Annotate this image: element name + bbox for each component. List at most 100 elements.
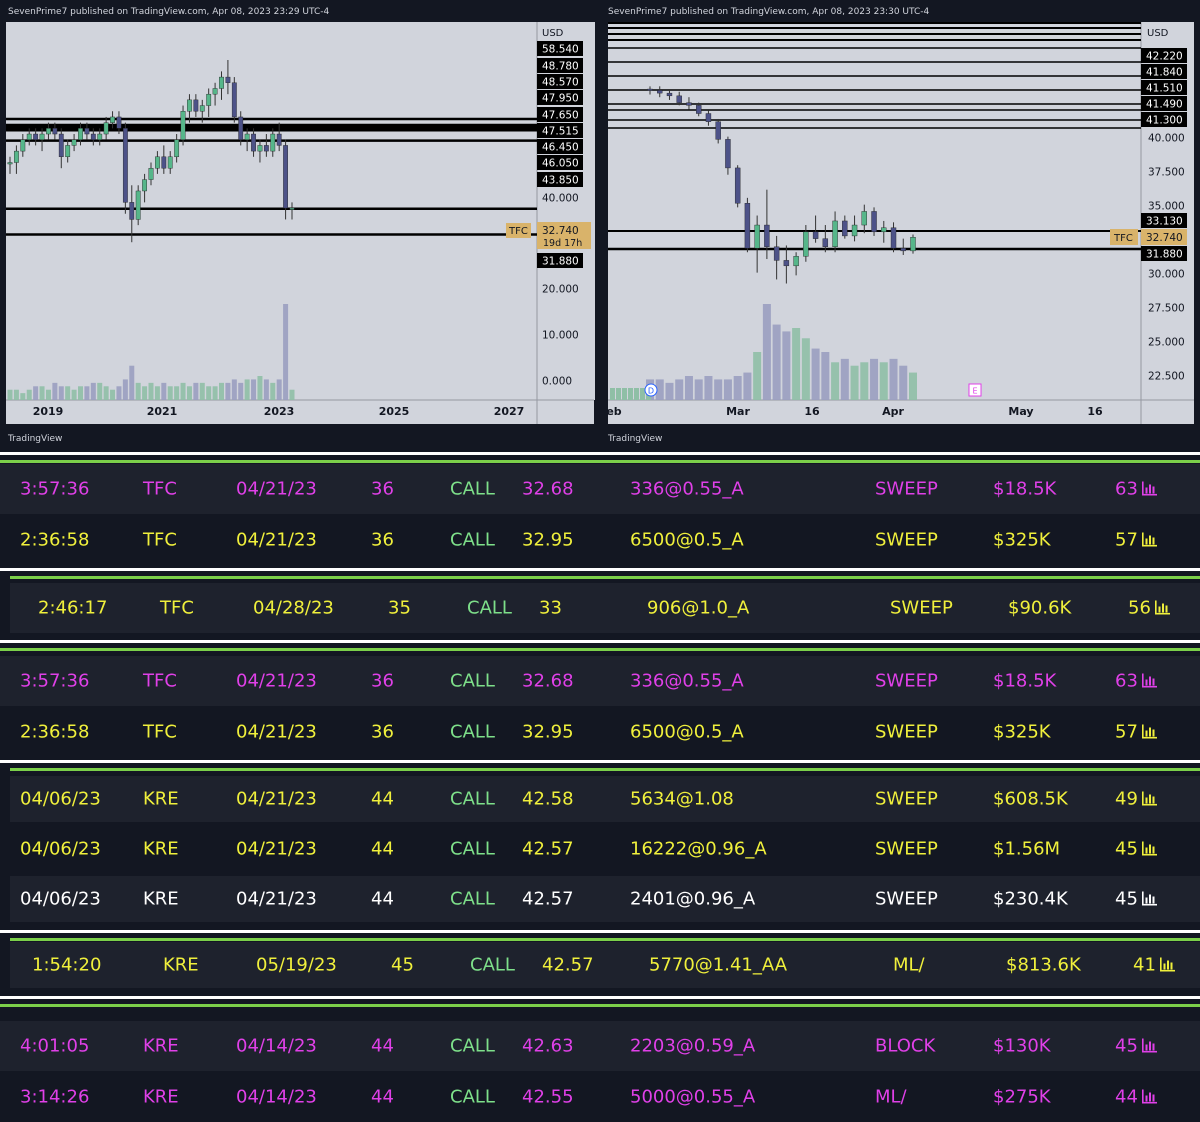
flow-row[interactable]: 1:54:20 KRE 05/19/23 45 CALL 42.57 5770@1.41_A…: [10, 942, 1200, 988]
candle-body: [142, 179, 147, 192]
flow-spot: 32.68: [522, 670, 574, 692]
candle-body: [180, 111, 186, 140]
candle-body: [65, 145, 71, 158]
candle-body: [90, 133, 96, 140]
flow-type: CALL: [450, 478, 495, 500]
candle-body: [33, 133, 39, 140]
flow-ticker: TFC: [143, 478, 177, 500]
flow-row[interactable]: 04/06/23 KRE 04/21/23 44 CALL 42.57 2401@0.96_…: [10, 876, 1200, 922]
flow-score-value: 49: [1115, 788, 1138, 810]
volume-bar: [251, 379, 257, 400]
price-label-box: [537, 139, 583, 154]
last-price-box: [1141, 229, 1187, 245]
candle-body: [71, 139, 77, 146]
candle-body: [270, 133, 276, 152]
flow-score: 56: [1128, 598, 1171, 619]
volume-bar: [610, 388, 615, 400]
flow-type: CALL: [450, 788, 495, 810]
price-label: 33.130: [1146, 216, 1183, 228]
candle-body: [7, 162, 13, 165]
candle-body: [773, 246, 780, 261]
candle-body: [803, 231, 809, 257]
symbol-tag-box: [1110, 229, 1138, 245]
price-tick-label: 30.000: [1148, 269, 1185, 281]
candle-body: [20, 139, 26, 152]
flow-row[interactable]: 3:57:36 TFC 04/21/23 36 CALL 32.68 336@0.55_A S…: [0, 656, 1200, 706]
bar-chart-icon: [1141, 891, 1157, 906]
flow-kind: SWEEP: [875, 478, 938, 500]
volume-bar: [13, 389, 19, 400]
volume-bar: [640, 388, 645, 400]
volume-bar: [90, 382, 96, 400]
flow-row[interactable]: 4:01:05 KRE 04/14/23 44 CALL 42.63 2203@0.59_A…: [0, 1021, 1200, 1071]
time-tick-label: 2023: [264, 405, 295, 418]
flow-expiry: 04/21/23: [236, 788, 317, 810]
candle-body: [97, 133, 103, 140]
flow-row[interactable]: 04/06/23 KRE 04/21/23 44 CALL 42.58 5634@1.08 S…: [10, 776, 1200, 822]
flow-row[interactable]: 2:36:58 TFC 04/21/23 36 CALL 32.95 6500@0.5_A S…: [0, 515, 1200, 565]
flow-dte: 44: [371, 838, 394, 860]
flow-fill: 2401@0.96_A: [630, 888, 756, 910]
flow-score: 63: [1115, 671, 1158, 692]
candle-body: [148, 167, 154, 180]
price-tick-label: 35.000: [1148, 201, 1185, 213]
candle-body: [676, 95, 682, 103]
flow-kind: SWEEP: [875, 788, 938, 810]
candle-body: [225, 76, 231, 83]
volume-bar: [244, 379, 250, 400]
volume-bar: [161, 382, 167, 400]
flow-premium: $18.5K: [993, 478, 1057, 500]
flow-row[interactable]: 04/06/23 KRE 04/21/23 44 CALL 42.57 16222@0.96…: [10, 826, 1200, 872]
flow-time: 3:14:26: [20, 1086, 90, 1108]
volume-bar: [665, 382, 674, 400]
candle-body: [58, 133, 64, 158]
candle-body: [696, 105, 702, 114]
candle-body: [110, 116, 115, 123]
candle-body: [129, 202, 135, 220]
time-tick-label: Mar: [726, 405, 750, 418]
flow-score-value: 45: [1115, 1035, 1138, 1057]
flow-kind: SWEEP: [875, 721, 938, 743]
candle-body: [14, 150, 19, 163]
flow-kind: SWEEP: [875, 888, 938, 910]
volume-bar: [193, 382, 199, 400]
candle-body: [39, 133, 45, 140]
flow-expiry: 04/21/23: [236, 529, 317, 551]
flow-row[interactable]: 3:57:36 TFC 04/21/23 36 CALL 32.68 336@0.55_A S…: [0, 464, 1200, 514]
candle-body: [161, 156, 167, 169]
flow-row[interactable]: 2:46:17 TFC 04/28/23 35 CALL 33 906@1.0_A SWEEP…: [10, 583, 1200, 633]
symbol-tag: TFC: [1113, 233, 1133, 244]
candle-body: [212, 88, 218, 95]
volume-bar: [142, 386, 148, 400]
flow-score: 57: [1115, 530, 1158, 551]
volume-bar: [772, 324, 781, 400]
price-tick-label: 22.500: [1148, 371, 1185, 383]
candle-body: [122, 128, 128, 203]
flow-expiry: 04/21/23: [236, 888, 317, 910]
price-tick-label: 25.000: [1148, 337, 1185, 349]
flow-fill: 6500@0.5_A: [630, 721, 744, 743]
bar-chart-icon: [1141, 481, 1157, 496]
volume-bar: [792, 328, 801, 400]
flow-dte: 35: [388, 597, 411, 619]
group-separator: [0, 452, 1200, 463]
candle-body: [84, 128, 90, 135]
chart-header: SevenPrime7 published on TradingView.com…: [608, 7, 929, 17]
flow-row[interactable]: 2:36:58 TFC 04/21/23 36 CALL 32.95 6500@0.5_A S…: [0, 707, 1200, 757]
price-label-box: [537, 90, 583, 105]
chart-panel-left: SevenPrime7 published on TradingView.com…: [0, 0, 600, 452]
price-label-box: [537, 123, 583, 138]
volume-bar: [97, 382, 103, 400]
candle-body: [135, 190, 141, 220]
flow-time: 1:54:20: [32, 954, 102, 976]
price-label-box: [1141, 96, 1187, 111]
candle-body: [871, 211, 877, 233]
price-label: 43.850: [542, 175, 579, 187]
price-label-box: [1141, 80, 1187, 95]
flow-score: 45: [1115, 889, 1158, 910]
candle-body: [103, 122, 109, 135]
volume-bar: [78, 386, 83, 400]
bar-chart-icon: [1141, 841, 1157, 856]
flow-row[interactable]: 3:14:26 KRE 04/14/23 44 CALL 42.55 5000@0.55_A…: [0, 1072, 1200, 1122]
flow-time: 2:36:58: [20, 721, 90, 743]
